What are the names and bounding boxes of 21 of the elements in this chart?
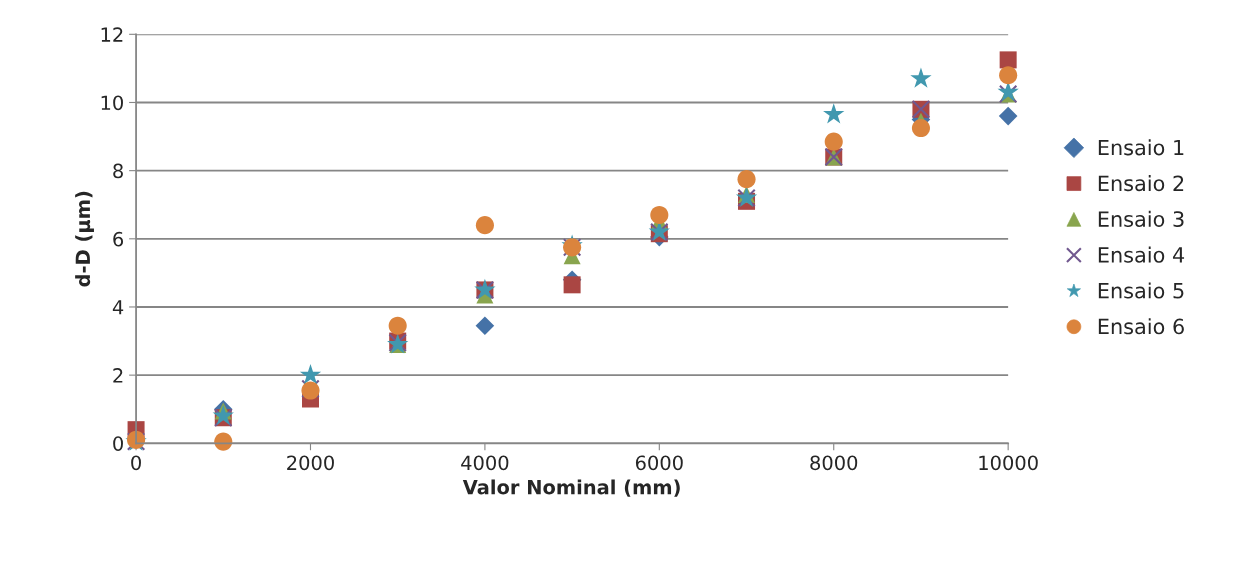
legend-label: Ensaio 3 [1098,210,1184,227]
y-axis-title: d-D (µm) [75,191,94,287]
legend-label: Ensaio 6 [1098,318,1184,335]
x-tick-label: 6000 [635,455,683,471]
y-tick-label: 10 [101,95,123,111]
x-tick-label: 4000 [461,455,509,471]
x-axis-title: Valor Nominal (mm) [462,479,680,497]
legend-label: Ensaio 1 [1098,139,1184,156]
y-tick-label: 6 [113,231,124,247]
y-tick-label: 8 [113,163,123,179]
y-tick-label: 0 [113,436,123,451]
legend-label: Ensaio 4 [1098,246,1185,263]
x-tick-label: 8000 [810,455,858,471]
x-tick-label: 2000 [287,455,334,471]
x-tick-label: 0 [131,455,141,471]
x-tick-label: 10000 [979,455,1038,471]
legend-label: Ensaio 5 [1098,282,1184,299]
y-tick-label: 2 [113,368,123,383]
y-tick-label: 4 [112,300,124,315]
legend-label: Ensaio 2 [1098,175,1184,192]
y-tick-label: 12 [101,27,123,42]
